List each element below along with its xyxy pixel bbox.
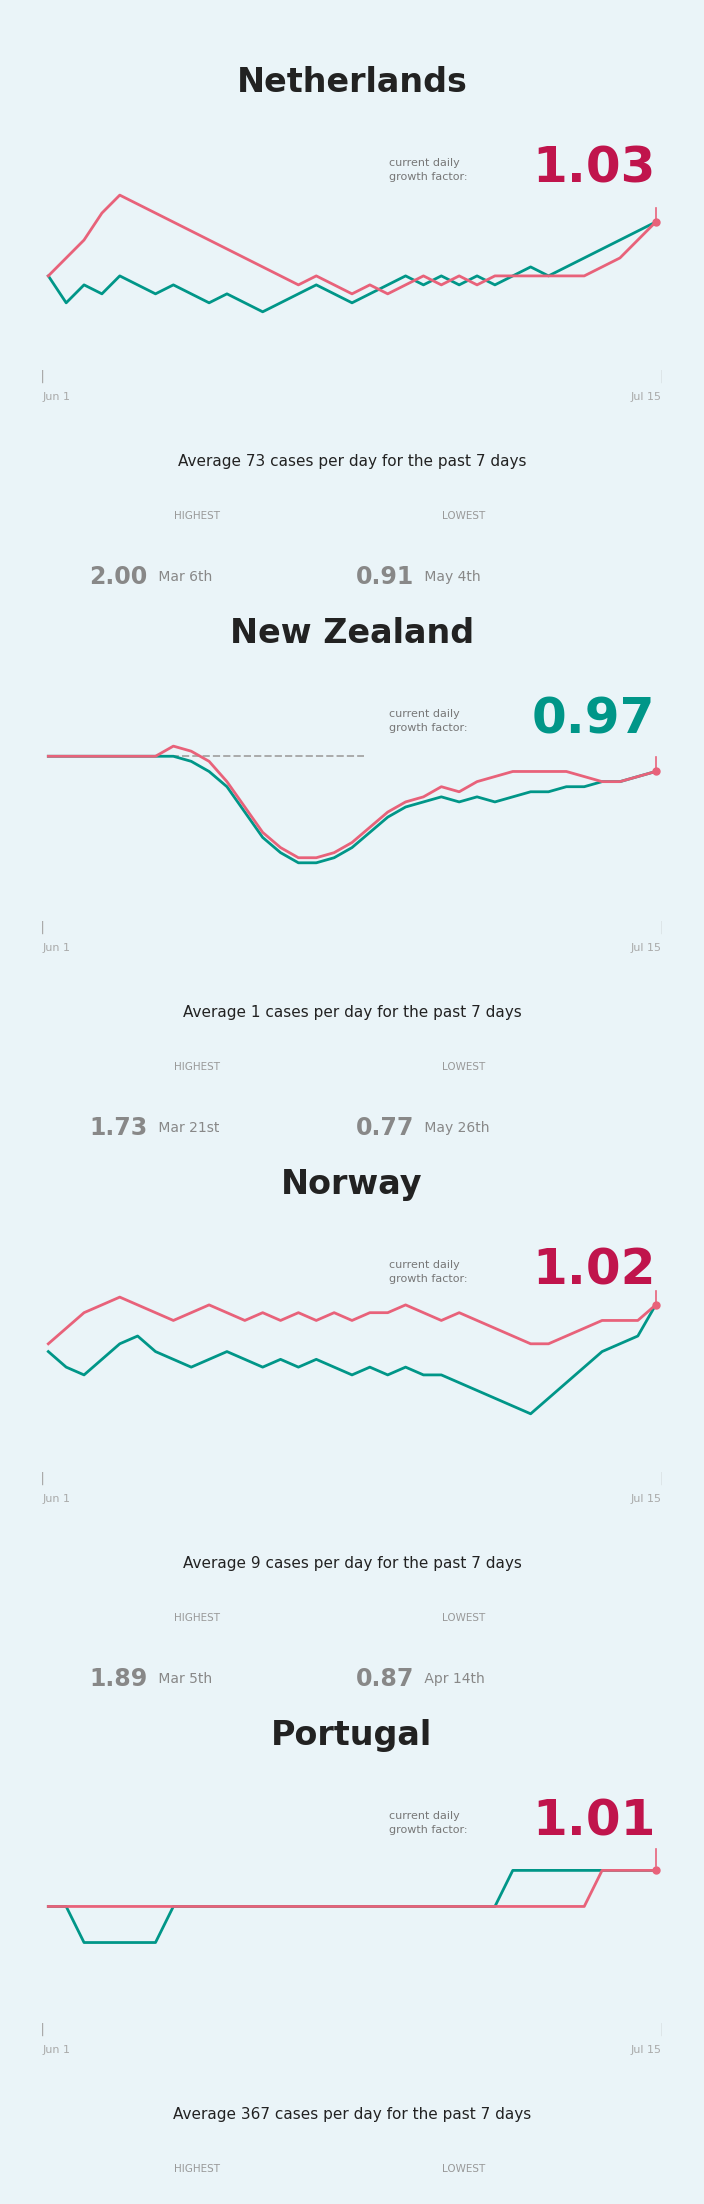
Text: 1.03: 1.03 <box>532 145 655 192</box>
Text: 0.97: 0.97 <box>532 696 655 743</box>
Text: 1.73: 1.73 <box>89 1117 148 1139</box>
Text: New Zealand: New Zealand <box>230 617 474 650</box>
Text: Mar 5th: Mar 5th <box>153 1673 212 1686</box>
Text: Jul 15: Jul 15 <box>631 392 662 401</box>
Text: LOWEST: LOWEST <box>442 2164 485 2175</box>
Text: 0.91: 0.91 <box>356 566 414 588</box>
Text: Average 1 cases per day for the past 7 days: Average 1 cases per day for the past 7 d… <box>182 1005 522 1020</box>
Text: Average 367 cases per day for the past 7 days: Average 367 cases per day for the past 7… <box>173 2107 531 2122</box>
Text: Norway: Norway <box>282 1168 422 1201</box>
Text: Jul 15: Jul 15 <box>631 1494 662 1503</box>
Text: 0.77: 0.77 <box>356 1117 414 1139</box>
Text: HIGHEST: HIGHEST <box>174 1062 220 1073</box>
Text: HIGHEST: HIGHEST <box>174 511 220 522</box>
Text: HIGHEST: HIGHEST <box>174 2164 220 2175</box>
Text: May 26th: May 26th <box>420 1122 490 1135</box>
Text: LOWEST: LOWEST <box>442 1062 485 1073</box>
Text: Apr 14th: Apr 14th <box>420 1673 485 1686</box>
Text: Netherlands: Netherlands <box>237 66 467 99</box>
Text: 1.89: 1.89 <box>89 1668 148 1690</box>
Text: current daily
growth factor:: current daily growth factor: <box>389 159 467 183</box>
Text: May 4th: May 4th <box>420 571 481 584</box>
Text: Jul 15: Jul 15 <box>631 943 662 952</box>
Text: current daily
growth factor:: current daily growth factor: <box>389 1812 467 1836</box>
Text: Jun 1: Jun 1 <box>42 1494 70 1503</box>
Text: 0.87: 0.87 <box>356 1668 414 1690</box>
Text: current daily
growth factor:: current daily growth factor: <box>389 1261 467 1285</box>
Text: Average 73 cases per day for the past 7 days: Average 73 cases per day for the past 7 … <box>177 454 527 469</box>
Text: Jun 1: Jun 1 <box>42 2045 70 2054</box>
Text: 1.02: 1.02 <box>532 1247 655 1294</box>
Text: current daily
growth factor:: current daily growth factor: <box>389 710 467 734</box>
Text: Jun 1: Jun 1 <box>42 943 70 952</box>
Text: Portugal: Portugal <box>271 1719 433 1752</box>
Text: Jul 15: Jul 15 <box>631 2045 662 2054</box>
Text: Mar 6th: Mar 6th <box>153 571 212 584</box>
Text: Mar 21st: Mar 21st <box>153 1122 219 1135</box>
Text: LOWEST: LOWEST <box>442 511 485 522</box>
Text: Jun 1: Jun 1 <box>42 392 70 401</box>
Text: LOWEST: LOWEST <box>442 1613 485 1624</box>
Text: 2.00: 2.00 <box>89 566 148 588</box>
Text: 1.01: 1.01 <box>532 1798 655 1845</box>
Text: HIGHEST: HIGHEST <box>174 1613 220 1624</box>
Text: Average 9 cases per day for the past 7 days: Average 9 cases per day for the past 7 d… <box>182 1556 522 1571</box>
